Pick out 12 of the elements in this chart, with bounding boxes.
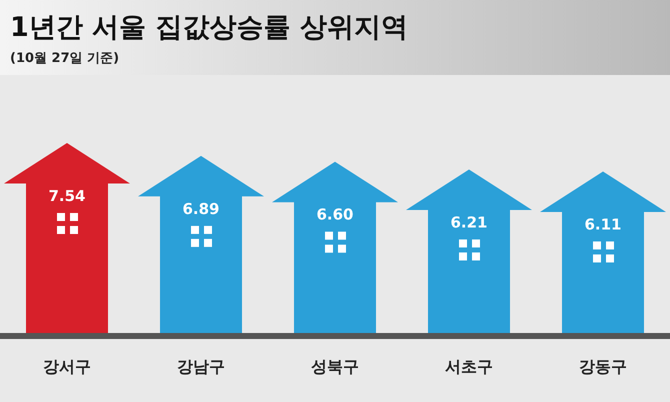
data-label: 7.54 xyxy=(48,187,86,205)
chart-subtitle: (10월 27일 기준) xyxy=(10,51,120,66)
x-tick-label: 강남구 xyxy=(177,357,225,376)
x-tick-label: 서초구 xyxy=(445,357,493,376)
data-label: 6.11 xyxy=(584,215,622,234)
x-tick-label: 강서구 xyxy=(43,357,91,376)
chart-title: 1년간 서울 집값상승률 상위지역 xyxy=(10,12,408,43)
data-label: 6.21 xyxy=(450,213,488,232)
data-label: 6.89 xyxy=(182,200,220,218)
x-tick-label: 강동구 xyxy=(579,357,627,376)
x-tick-label: 성북구 xyxy=(311,357,359,376)
data-label: 6.60 xyxy=(316,206,354,224)
